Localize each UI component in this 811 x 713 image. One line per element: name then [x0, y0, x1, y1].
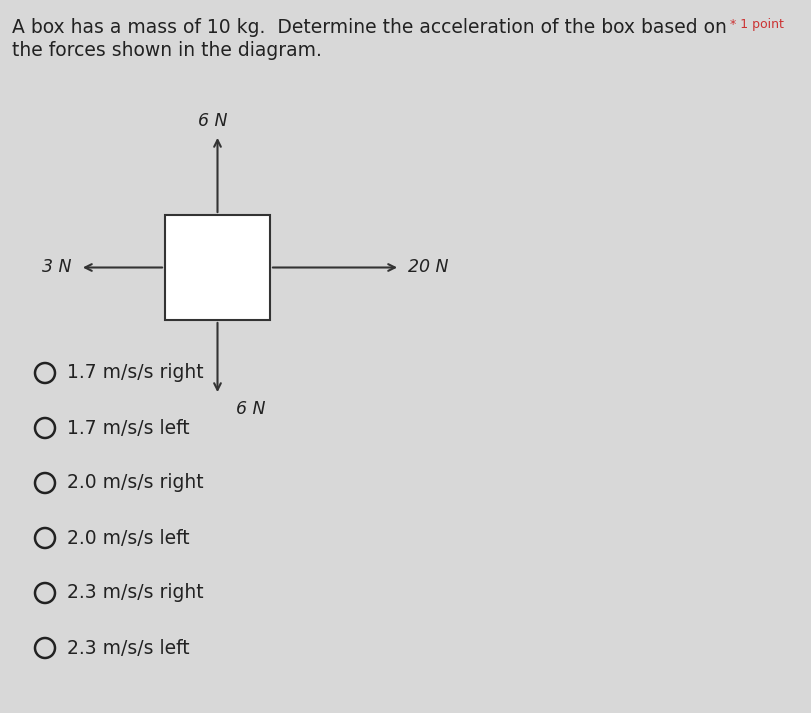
Text: 2.3 m/s/s left: 2.3 m/s/s left [67, 639, 190, 657]
Bar [165, 215, 270, 320]
Text: 2.0 m/s/s right: 2.0 m/s/s right [67, 473, 204, 493]
Text: 6 N: 6 N [198, 112, 227, 130]
Text: 2.3 m/s/s right: 2.3 m/s/s right [67, 583, 204, 602]
Text: 20 N: 20 N [408, 259, 448, 277]
Text: * 1 point: * 1 point [730, 18, 784, 31]
Text: 6 N: 6 N [235, 400, 265, 418]
Text: 3 N: 3 N [42, 259, 72, 277]
Text: the forces shown in the diagram.: the forces shown in the diagram. [12, 41, 322, 60]
Text: 1.7 m/s/s right: 1.7 m/s/s right [67, 364, 204, 382]
Text: A box has a mass of 10 kg.  Determine the acceleration of the box based on: A box has a mass of 10 kg. Determine the… [12, 18, 727, 37]
Text: 1.7 m/s/s left: 1.7 m/s/s left [67, 419, 190, 438]
Text: 2.0 m/s/s left: 2.0 m/s/s left [67, 528, 190, 548]
